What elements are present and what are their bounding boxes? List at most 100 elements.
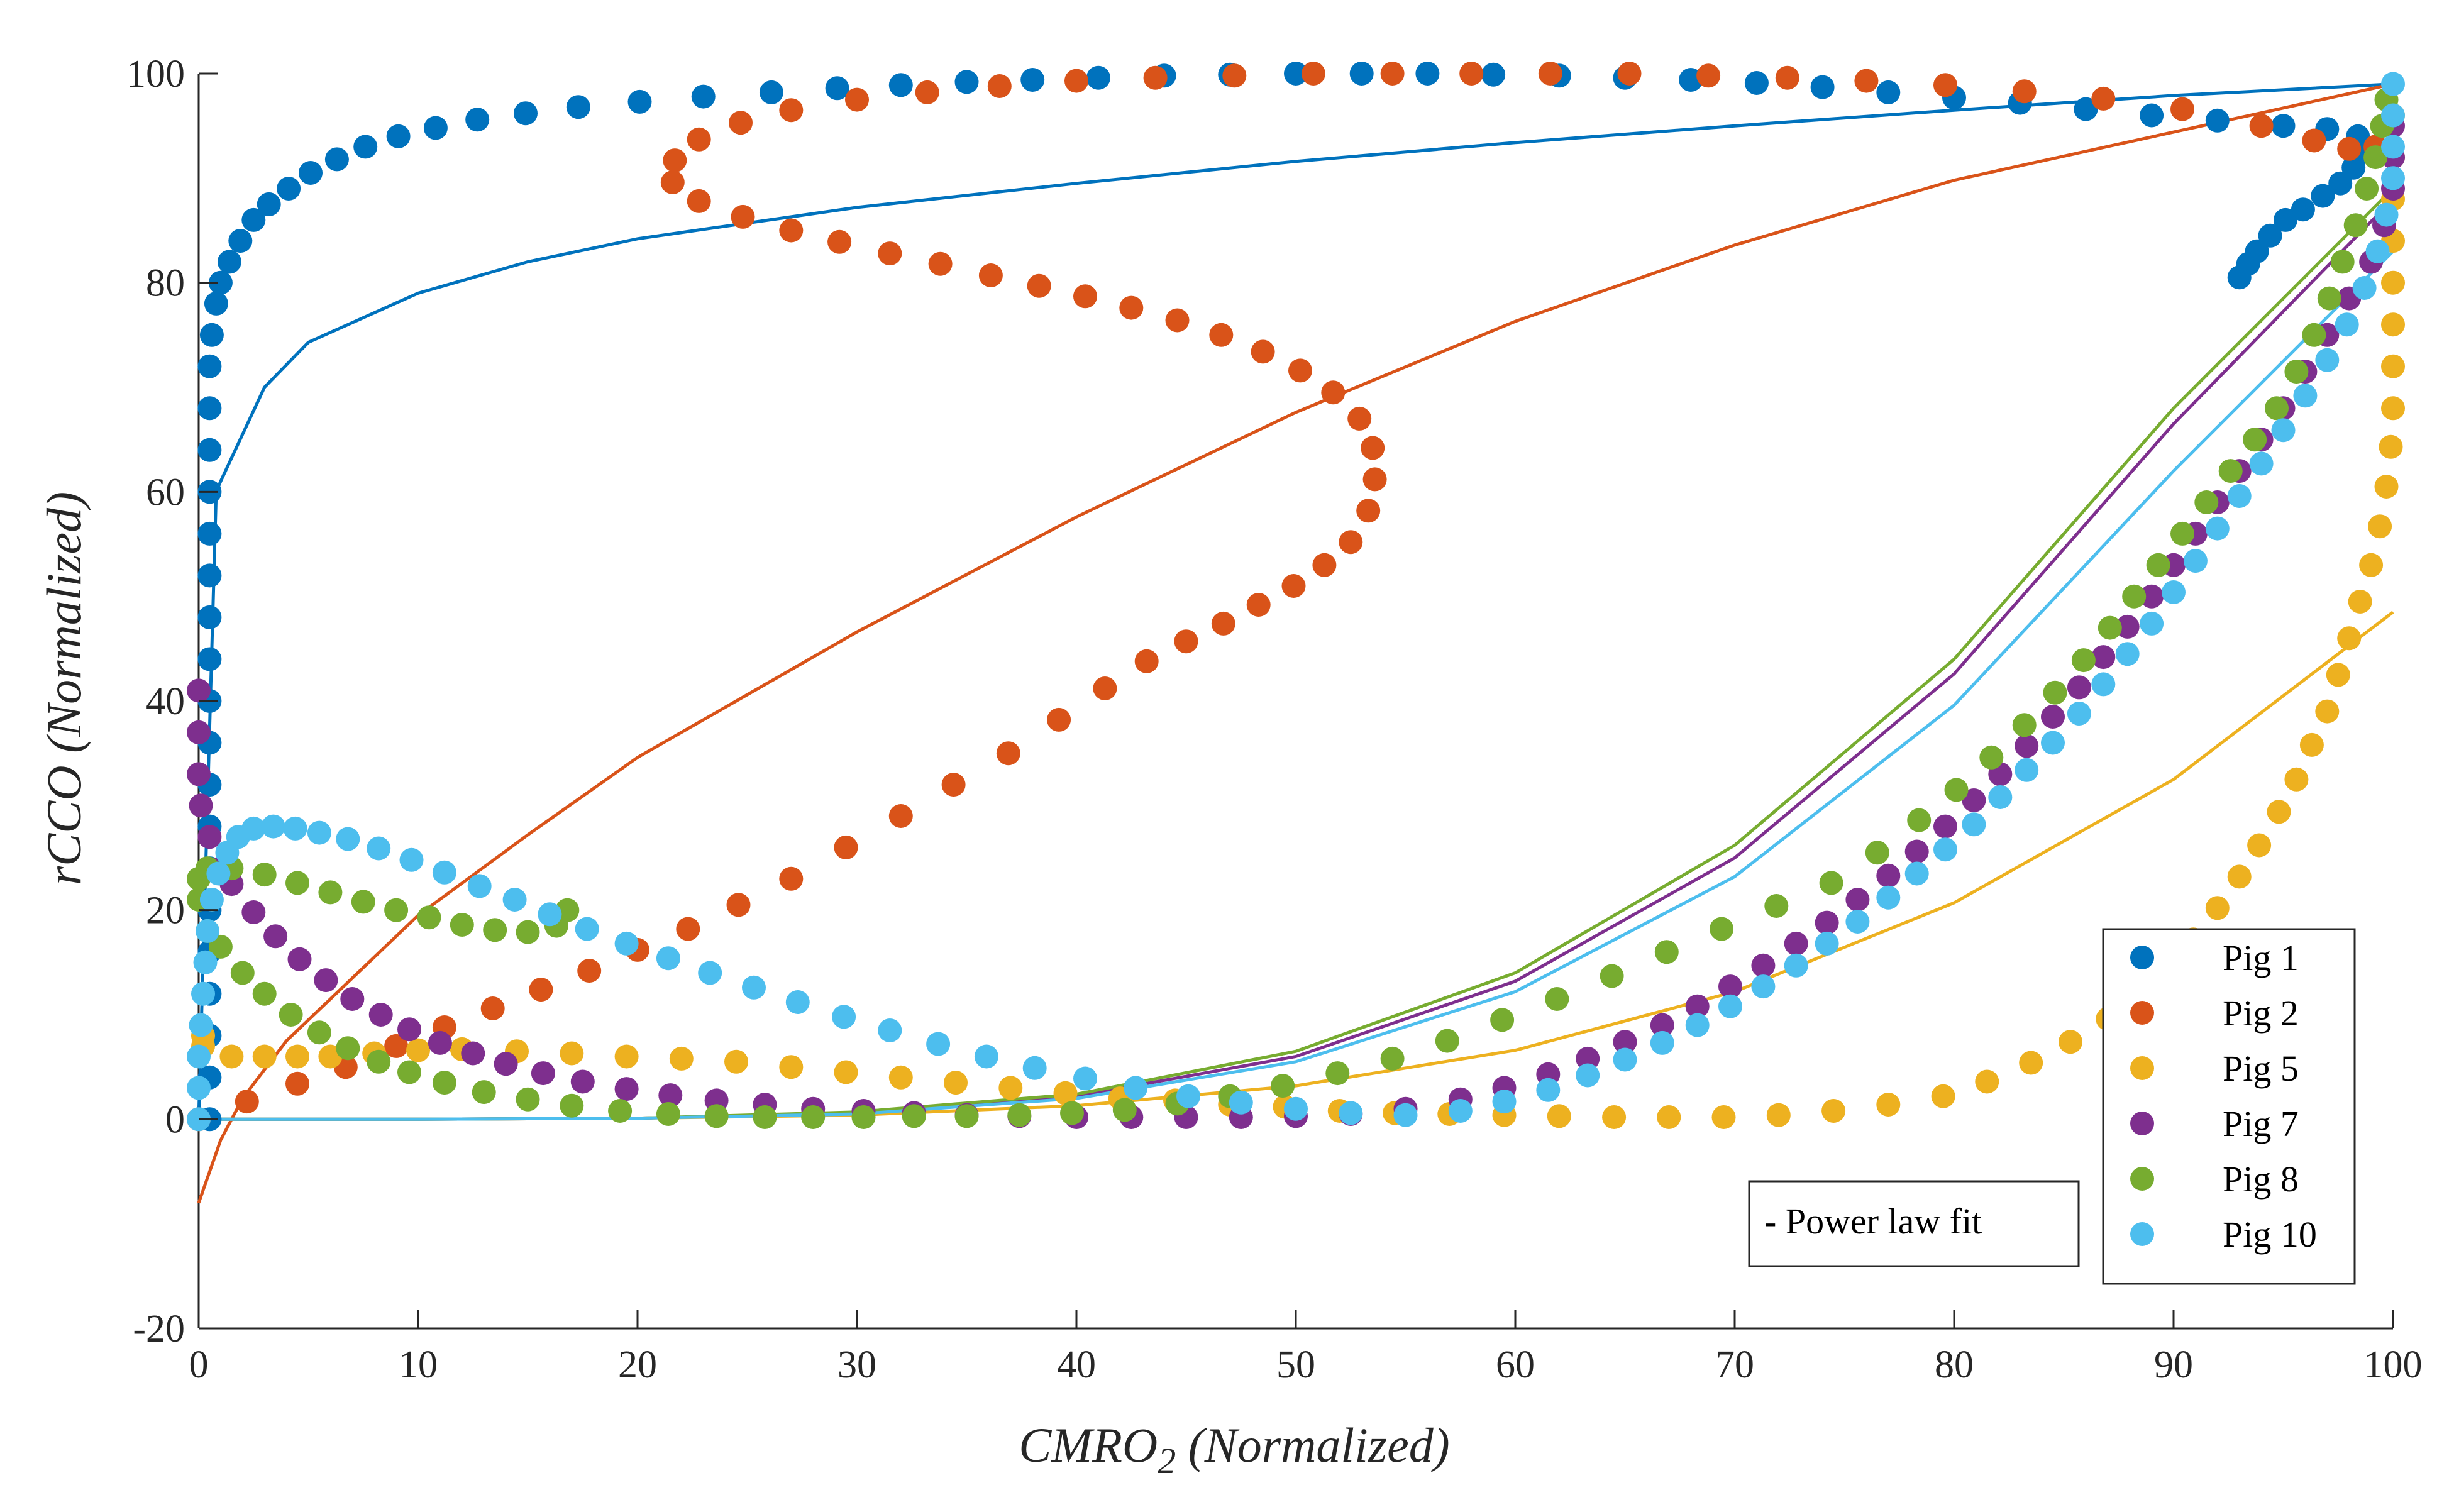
- series-points: [187, 72, 2405, 1132]
- data-point: [2227, 265, 2252, 290]
- data-point: [878, 1018, 902, 1042]
- data-point: [307, 820, 331, 845]
- data-point: [252, 863, 277, 887]
- data-point: [2265, 396, 2289, 421]
- data-point: [324, 147, 349, 172]
- data-point: [888, 73, 913, 97]
- data-point: [1459, 62, 1484, 86]
- data-point: [1751, 974, 1776, 999]
- legend-marker: [2130, 1112, 2154, 1135]
- data-point: [785, 990, 810, 1014]
- data-point: [926, 1032, 951, 1056]
- data-point: [217, 250, 241, 274]
- data-point: [252, 981, 277, 1006]
- x-axis-title: CMRO2 (Normalized): [1019, 1418, 1449, 1481]
- data-point: [399, 847, 424, 872]
- data-point: [1819, 871, 1843, 895]
- data-point: [2315, 348, 2340, 372]
- data-point: [1176, 1084, 1200, 1108]
- legend-label: Pig 8: [2223, 1159, 2299, 1200]
- fit-line: [197, 82, 2394, 1204]
- data-point: [1022, 1056, 1047, 1080]
- y-tick-label: -20: [133, 1308, 185, 1350]
- data-point: [1764, 894, 1789, 918]
- data-point: [1361, 436, 1385, 460]
- data-point: [2315, 699, 2340, 724]
- data-point: [1576, 1063, 1600, 1088]
- data-point: [834, 1060, 858, 1084]
- data-point: [1718, 994, 1742, 1018]
- data-point: [1650, 1013, 1674, 1037]
- data-point: [2271, 114, 2296, 138]
- data-point: [1325, 1061, 1350, 1086]
- data-point: [1007, 1103, 1032, 1127]
- data-point: [204, 291, 228, 316]
- data-point: [516, 1087, 540, 1112]
- data-point: [834, 835, 858, 859]
- data-point: [2381, 135, 2405, 159]
- data-point: [902, 1104, 926, 1128]
- data-point: [2381, 354, 2405, 378]
- data-point: [669, 1046, 694, 1071]
- data-point: [1845, 888, 1870, 912]
- data-point: [1284, 62, 1308, 86]
- fit-line: [199, 250, 2394, 1121]
- data-point: [2205, 108, 2230, 133]
- data-point: [2091, 86, 2116, 111]
- data-point: [1060, 1101, 1084, 1125]
- data-point: [514, 101, 538, 126]
- data-point: [538, 902, 562, 927]
- data-point: [2363, 145, 2388, 170]
- data-point: [1362, 467, 1387, 492]
- data-point: [2258, 223, 2282, 248]
- data-point: [2348, 590, 2372, 614]
- data-point: [614, 931, 639, 956]
- x-tick-label: 30: [837, 1344, 876, 1386]
- data-point: [941, 773, 966, 797]
- x-tick-label: 0: [189, 1344, 209, 1386]
- data-point: [996, 741, 1020, 766]
- data-point: [1711, 1105, 1736, 1129]
- data-point: [687, 127, 711, 152]
- y-tick-label: 0: [165, 1098, 185, 1141]
- data-point: [1174, 629, 1198, 654]
- data-point: [1251, 339, 1275, 364]
- data-point: [731, 204, 755, 229]
- data-point: [1696, 63, 1721, 88]
- data-point: [314, 968, 338, 993]
- data-point: [2381, 396, 2405, 421]
- data-point: [257, 192, 281, 216]
- legend-marker: [2130, 1222, 2154, 1246]
- data-point: [1339, 1101, 1363, 1125]
- data-point: [2140, 103, 2164, 128]
- data-point: [2330, 250, 2355, 274]
- data-point: [187, 1076, 211, 1100]
- data-point: [2170, 521, 2194, 546]
- data-point: [1415, 62, 1440, 86]
- data-point: [1339, 530, 1363, 555]
- data-point: [1490, 1008, 1515, 1032]
- data-point: [353, 135, 378, 159]
- data-point: [2098, 615, 2122, 640]
- data-point: [2041, 731, 2065, 755]
- data-point: [397, 1060, 421, 1084]
- data-point: [1685, 1013, 1710, 1037]
- data-point: [845, 87, 869, 112]
- data-point: [1975, 1069, 1999, 1094]
- data-point: [663, 148, 687, 173]
- data-point: [1876, 1093, 1901, 1117]
- data-point: [614, 1077, 639, 1101]
- data-point: [1933, 837, 1957, 862]
- data-point: [417, 905, 441, 930]
- data-point: [801, 1105, 826, 1129]
- data-point: [465, 108, 490, 132]
- data-point: [2381, 72, 2405, 96]
- data-point: [1143, 65, 1168, 90]
- data-point: [2067, 702, 2091, 726]
- data-point: [199, 323, 224, 347]
- data-point: [1979, 745, 2004, 770]
- data-point: [2343, 213, 2368, 238]
- legend-label: Pig 10: [2223, 1214, 2317, 1255]
- data-point: [432, 1071, 456, 1095]
